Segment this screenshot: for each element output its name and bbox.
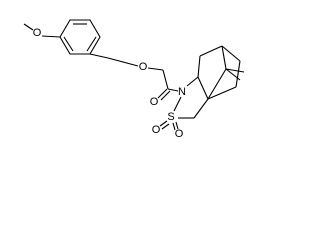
atom-labels: O O O N S O O [33, 27, 186, 140]
atom-label: O [152, 124, 161, 136]
structure: O O O N S O O [23, 19, 245, 140]
atom-label: O [33, 27, 42, 39]
atom-label: O [150, 96, 159, 108]
bonds [23, 19, 245, 131]
atom-label: O [175, 128, 184, 140]
atom-label: O [139, 61, 148, 73]
atom-label: S [167, 111, 174, 123]
atom-label: N [178, 86, 186, 98]
